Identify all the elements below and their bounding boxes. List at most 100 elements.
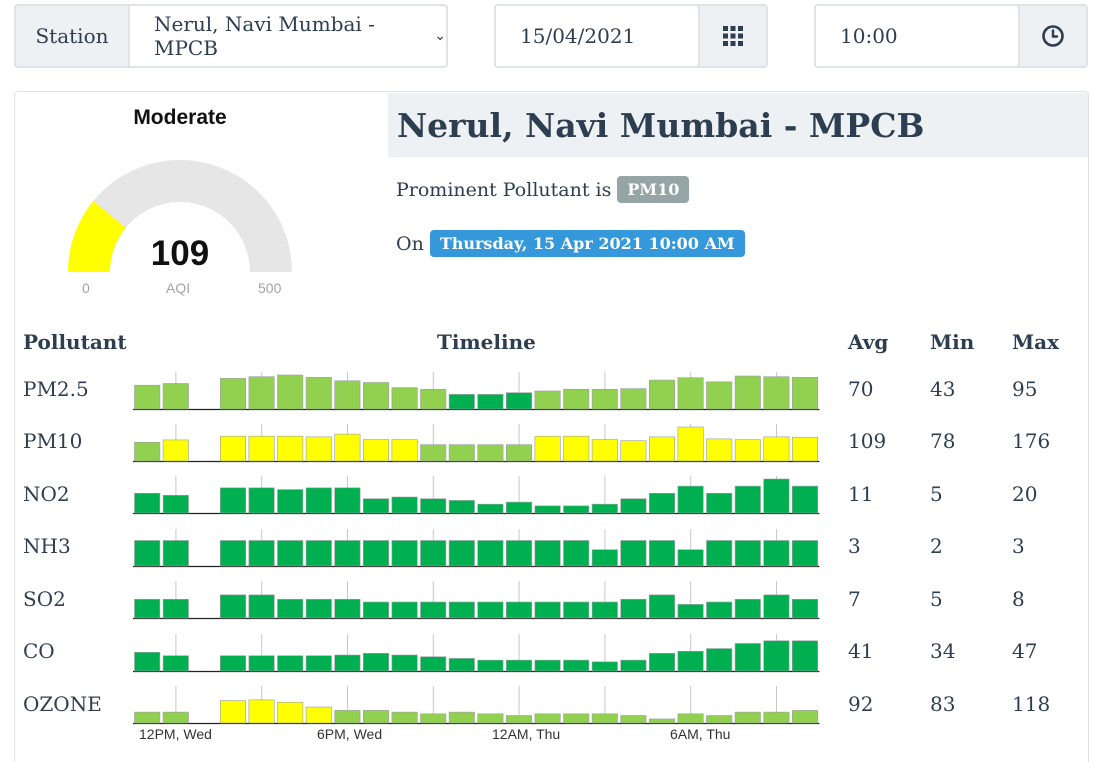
timeline-bar-pm25[interactable]: [248, 376, 275, 410]
timeline-bar-pm25[interactable]: [591, 388, 618, 410]
timeline-bar-nh3[interactable]: [248, 540, 275, 567]
timeline-bar-nh3[interactable]: [591, 549, 618, 567]
timeline-bar-no2[interactable]: [448, 500, 475, 514]
timeline-bar-pm10[interactable]: [591, 439, 618, 462]
timeline-bar-ozone[interactable]: [277, 701, 304, 724]
timeline-bar-nh3[interactable]: [162, 540, 189, 567]
timeline-bar-pm10[interactable]: [448, 444, 475, 462]
timeline-bar-ozone[interactable]: [477, 713, 504, 724]
timeline-bar-pm10[interactable]: [162, 439, 189, 462]
timeline-bar-pm10[interactable]: [677, 426, 704, 462]
timeline-bar-ozone[interactable]: [591, 713, 618, 724]
timeline-bar-no2[interactable]: [763, 478, 790, 514]
timeline-bar-ozone[interactable]: [534, 713, 561, 724]
timeline-bar-ozone[interactable]: [677, 713, 704, 724]
timeline-bar-pm10[interactable]: [791, 436, 818, 462]
timeline-bar-ozone[interactable]: [620, 715, 647, 724]
timeline-bar-ozone[interactable]: [420, 713, 447, 724]
timeline-bar-co[interactable]: [763, 640, 790, 672]
timeline-bar-so2[interactable]: [791, 598, 818, 619]
timeline-bar-pm25[interactable]: [706, 381, 733, 410]
timeline-bar-so2[interactable]: [505, 601, 532, 619]
timeline-bar-pm25[interactable]: [277, 374, 304, 410]
timeline-bar-pm25[interactable]: [734, 375, 761, 410]
timeline-bar-co[interactable]: [477, 659, 504, 672]
timeline-bar-ozone[interactable]: [505, 715, 532, 724]
timeline-bar-ozone[interactable]: [648, 718, 675, 724]
timeline-bar-no2[interactable]: [305, 487, 332, 514]
timeline-bar-nh3[interactable]: [391, 540, 418, 567]
timeline-bar-ozone[interactable]: [448, 711, 475, 724]
timeline-bar-so2[interactable]: [620, 598, 647, 619]
timeline-bar-no2[interactable]: [734, 485, 761, 514]
timeline-bar-so2[interactable]: [448, 601, 475, 619]
timeline-bar-nh3[interactable]: [791, 540, 818, 567]
timeline-bar-nh3[interactable]: [420, 540, 447, 567]
timeline-bar-pm10[interactable]: [391, 439, 418, 462]
timeline-bar-ozone[interactable]: [763, 711, 790, 724]
timeline-bar-so2[interactable]: [763, 594, 790, 619]
timeline-bar-no2[interactable]: [220, 487, 247, 514]
timeline-bar-no2[interactable]: [534, 505, 561, 514]
timeline-bar-ozone[interactable]: [706, 715, 733, 724]
timeline-bar-nh3[interactable]: [220, 540, 247, 567]
timeline-bar-pm25[interactable]: [534, 390, 561, 410]
timeline-bar-pm10[interactable]: [534, 435, 561, 462]
timeline-bar-co[interactable]: [706, 648, 733, 672]
timeline-bar-pm10[interactable]: [248, 435, 275, 462]
timeline-bar-so2[interactable]: [277, 598, 304, 619]
timeline-bar-no2[interactable]: [791, 485, 818, 514]
timeline-bar-so2[interactable]: [420, 601, 447, 619]
timeline-bar-co[interactable]: [677, 650, 704, 672]
timeline-bar-nh3[interactable]: [706, 540, 733, 567]
timeline-bar-pm10[interactable]: [420, 444, 447, 462]
timeline-bar-pm25[interactable]: [648, 379, 675, 410]
timeline-bar-co[interactable]: [591, 661, 618, 672]
timeline-bar-co[interactable]: [334, 654, 361, 672]
timeline-bar-so2[interactable]: [534, 601, 561, 619]
timeline-bar-pm25[interactable]: [620, 388, 647, 410]
timeline-bar-co[interactable]: [563, 659, 590, 672]
timeline-bar-co[interactable]: [220, 655, 247, 672]
timeline-bar-pm25[interactable]: [448, 394, 475, 410]
timeline-bar-nh3[interactable]: [305, 540, 332, 567]
timeline-bar-pm10[interactable]: [362, 439, 389, 462]
timeline-bar-so2[interactable]: [677, 604, 704, 619]
timeline-bar-ozone[interactable]: [220, 700, 247, 724]
timeline-bar-so2[interactable]: [334, 598, 361, 619]
timeline-bar-no2[interactable]: [134, 492, 161, 514]
timeline-bar-pm25[interactable]: [477, 394, 504, 410]
timeline-bar-pm25[interactable]: [220, 378, 247, 410]
timeline-bar-pm25[interactable]: [162, 383, 189, 410]
timeline-bar-no2[interactable]: [563, 505, 590, 514]
timeline-bar-no2[interactable]: [677, 485, 704, 514]
timeline-bar-pm10[interactable]: [334, 433, 361, 462]
timeline-bar-pm10[interactable]: [477, 444, 504, 462]
timeline-bar-pm10[interactable]: [134, 441, 161, 462]
timeline-bar-so2[interactable]: [134, 598, 161, 619]
timeline-bar-co[interactable]: [791, 640, 818, 672]
timeline-bar-pm25[interactable]: [505, 392, 532, 410]
timeline-bar-pm10[interactable]: [220, 435, 247, 462]
timeline-bar-co[interactable]: [620, 659, 647, 672]
timeline-bar-so2[interactable]: [648, 594, 675, 619]
timeline-bar-ozone[interactable]: [134, 711, 161, 724]
timeline-bar-nh3[interactable]: [648, 540, 675, 567]
timeline-bar-nh3[interactable]: [677, 549, 704, 567]
timeline-bar-no2[interactable]: [591, 503, 618, 514]
timeline-bar-so2[interactable]: [391, 601, 418, 619]
timeline-bar-pm25[interactable]: [563, 388, 590, 410]
calendar-button[interactable]: [698, 6, 766, 66]
timeline-bar-co[interactable]: [734, 643, 761, 672]
timeline-bar-pm10[interactable]: [505, 444, 532, 462]
timeline-bar-no2[interactable]: [648, 492, 675, 514]
timeline-bar-no2[interactable]: [277, 489, 304, 514]
timeline-bar-co[interactable]: [305, 655, 332, 672]
time-input[interactable]: 10:00: [816, 6, 1018, 66]
timeline-bar-pm25[interactable]: [791, 377, 818, 410]
timeline-bar-pm10[interactable]: [734, 439, 761, 462]
timeline-bar-co[interactable]: [391, 654, 418, 672]
timeline-bar-so2[interactable]: [305, 598, 332, 619]
timeline-bar-pm10[interactable]: [648, 436, 675, 462]
timeline-bar-no2[interactable]: [505, 501, 532, 514]
